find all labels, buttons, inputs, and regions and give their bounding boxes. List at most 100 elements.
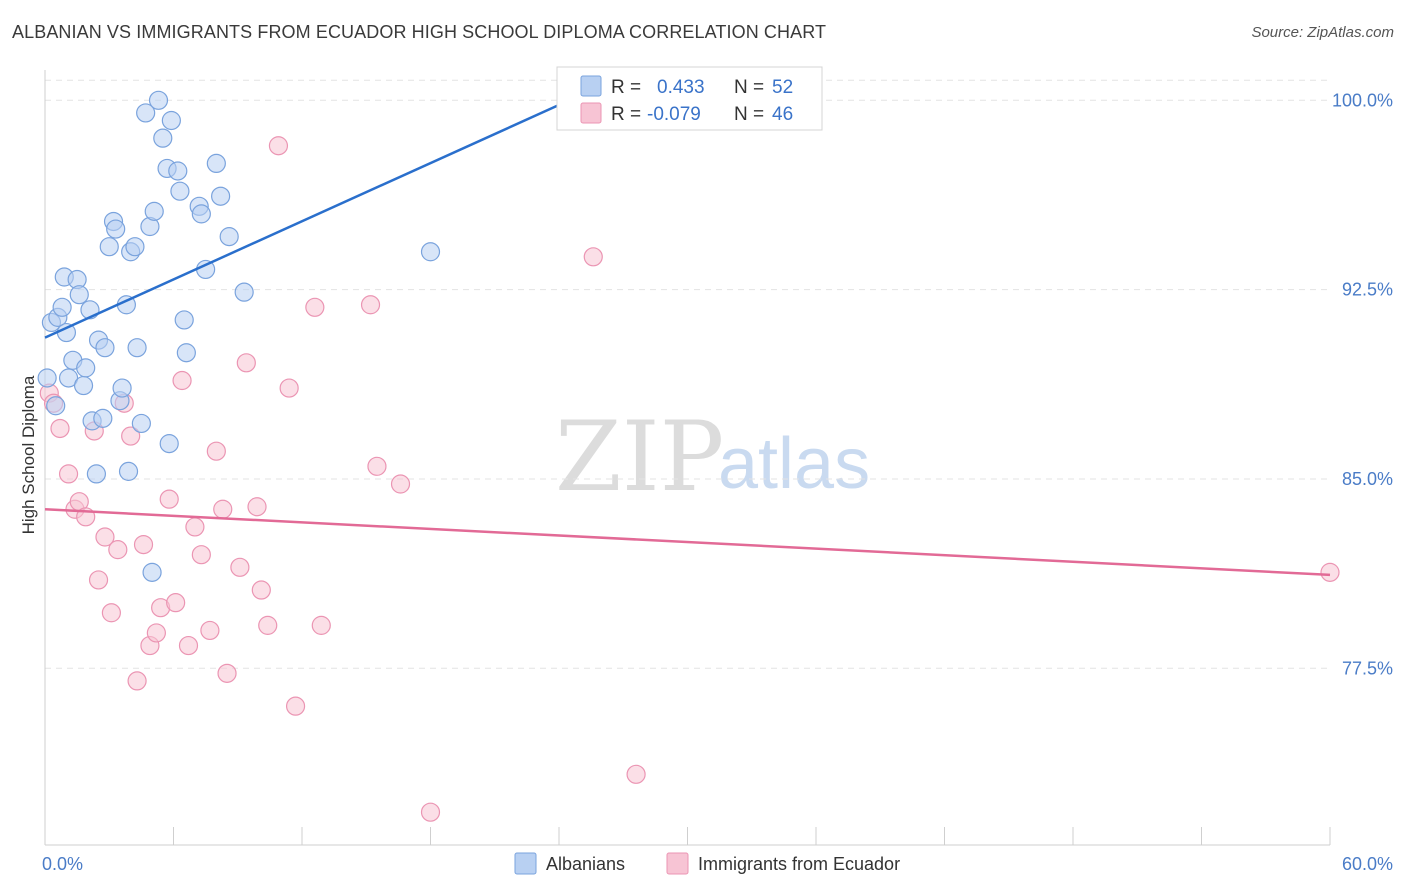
albanian-point-47 [211, 186, 231, 206]
albanian-point-12 [76, 358, 96, 378]
albanian-point-10 [69, 285, 89, 305]
series-immigrants-from-ecuador [39, 136, 1340, 822]
albanian-point-38 [161, 110, 181, 131]
albanian-point-19 [99, 237, 119, 257]
ecuador-point-38 [311, 615, 331, 635]
ecuador-point-32 [251, 580, 271, 600]
ecuador-point-26 [206, 441, 226, 461]
stats-r-label-ecuador: R = [611, 104, 641, 125]
albanian-point-0 [37, 368, 57, 388]
chart-title: ALBANIAN VS IMMIGRANTS FROM ECUADOR HIGH… [12, 22, 827, 42]
albanian-point-18 [95, 338, 115, 358]
albanian-point-7 [58, 368, 79, 388]
watermark-atlas: atlas [718, 424, 870, 504]
albanian-point-35 [153, 128, 173, 148]
stats-r-value-ecuador: -0.079 [647, 104, 701, 125]
stats-n-label-albanians: N = [734, 77, 764, 98]
x-tick-label-start: 0.0% [42, 854, 83, 874]
albanian-point-34 [148, 90, 169, 110]
ecuador-point-17 [146, 623, 166, 643]
ecuador-point-33 [258, 615, 278, 635]
ecuador-point-34 [268, 136, 289, 156]
ecuador-point-30 [236, 353, 256, 373]
ecuador-point-37 [305, 297, 325, 317]
ecuador-point-20 [166, 593, 186, 613]
y-tick-label-1: 85.0% [1342, 469, 1393, 489]
y-tick-label-2: 92.5% [1342, 280, 1393, 300]
x-tick-labels: 0.0% 60.0% [42, 854, 1393, 874]
albanian-point-32 [142, 562, 162, 582]
ecuador-point-11 [108, 540, 128, 560]
ecuador-point-29 [230, 557, 250, 577]
ecuador-point-8 [88, 570, 109, 590]
albanian-point-40 [170, 181, 190, 201]
x-tick-label-end: 60.0% [1342, 854, 1393, 874]
y-tick-label-3: 100.0% [1332, 90, 1393, 110]
albanian-point-23 [112, 378, 132, 398]
stats-swatch-ecuador [580, 102, 602, 124]
series-albanians [37, 90, 708, 582]
ecuador-point-10 [101, 603, 121, 623]
ecuador-point-42 [420, 802, 441, 822]
ecuador-point-15 [133, 534, 154, 555]
ecuador-point-23 [185, 517, 205, 537]
albanian-point-2 [46, 396, 66, 416]
y-tick-label-0: 77.5% [1342, 658, 1393, 678]
source-credit: Source: ZipAtlas.com [1251, 24, 1394, 41]
legend-swatch-ecuador [666, 852, 689, 875]
ecuador-point-25 [200, 620, 220, 641]
watermark-zip: ZIP [555, 401, 724, 513]
albanian-point-41 [174, 310, 194, 330]
ecuador-point-2 [50, 418, 70, 439]
ecuador-point-44 [626, 764, 646, 784]
ecuador-point-43 [583, 247, 603, 267]
albanian-point-39 [168, 161, 188, 181]
stats-r-value-albanians: 0.433 [657, 77, 705, 98]
ecuador-point-28 [217, 663, 237, 683]
stats-swatch-albanians [580, 75, 602, 97]
stats-r-label-albanians: R = [611, 77, 641, 98]
ecuador-point-31 [247, 497, 267, 517]
ecuador-point-40 [367, 456, 387, 476]
legend-swatch-albanians [514, 852, 537, 875]
ecuador-point-9 [95, 527, 115, 547]
albanian-point-25 [118, 461, 139, 481]
albanian-point-37 [159, 434, 179, 454]
albanian-point-48 [219, 227, 239, 247]
albanian-point-42 [176, 343, 196, 363]
albanian-point-27 [125, 237, 145, 257]
trend-line-albanians [44, 94, 581, 339]
y-tick-labels: 77.5% 85.0% 92.5% 100.0% [1332, 90, 1393, 678]
ecuador-point-39 [360, 295, 381, 315]
albanian-point-50 [420, 242, 441, 262]
stats-box: R = 0.433 N = 52 R = -0.079 N = 46 [556, 66, 823, 131]
albanian-point-4 [52, 297, 72, 317]
albanian-point-30 [136, 103, 156, 123]
watermark: ZIP atlas [555, 401, 870, 513]
albanian-point-29 [131, 413, 151, 434]
ecuador-point-45 [1320, 562, 1340, 582]
albanian-point-15 [86, 464, 107, 484]
stats-n-value-ecuador: 46 [772, 104, 793, 125]
trend-lines [44, 94, 1331, 577]
grid-lines [45, 79, 1330, 669]
albanian-point-49 [234, 282, 254, 302]
legend-label-ecuador: Immigrants from Ecuador [698, 854, 900, 874]
ecuador-point-35 [279, 378, 299, 398]
albanian-point-17 [93, 408, 113, 428]
albanian-point-21 [106, 219, 126, 239]
ecuador-point-27 [213, 499, 233, 519]
albanian-point-11 [73, 375, 94, 396]
stats-n-label-ecuador: N = [734, 104, 764, 125]
stats-n-value-albanians: 52 [772, 77, 793, 98]
ecuador-point-41 [390, 474, 411, 494]
ecuador-point-13 [121, 426, 141, 446]
ecuador-point-14 [127, 671, 147, 691]
albanian-point-46 [206, 153, 226, 174]
albanian-point-44 [191, 204, 211, 224]
ecuador-point-3 [58, 464, 79, 484]
albanian-point-33 [144, 201, 164, 221]
ecuador-point-22 [178, 635, 199, 656]
legend: Albanians Immigrants from Ecuador [514, 852, 900, 875]
